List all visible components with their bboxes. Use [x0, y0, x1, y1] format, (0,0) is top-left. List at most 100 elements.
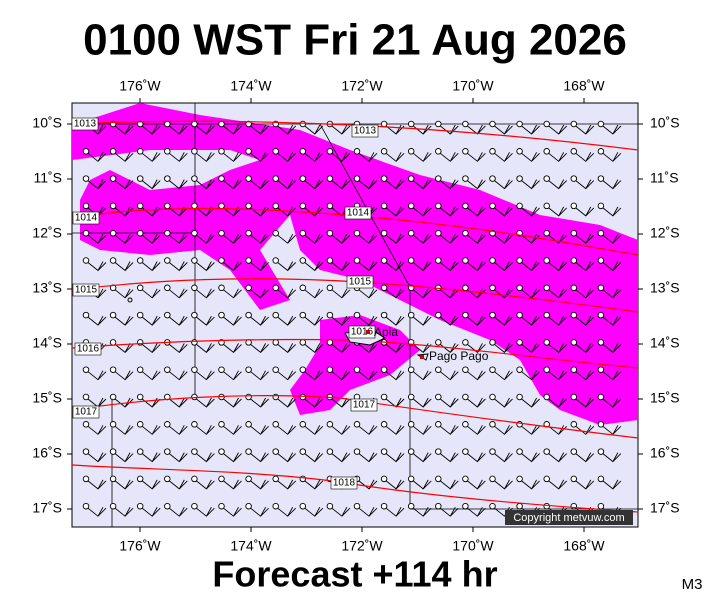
barb-shaft: [548, 288, 568, 299]
barb-shaft: [331, 233, 351, 244]
barb-station: [326, 284, 334, 292]
barb-shaft: [304, 315, 324, 326]
wind-barb: [164, 175, 188, 190]
barb-shaft: [494, 343, 513, 354]
lat-label: 10˚S: [650, 115, 680, 131]
barb-station: [109, 502, 117, 510]
barb-station: [462, 502, 469, 510]
barb-station: [597, 339, 605, 346]
barb-station: [407, 448, 415, 455]
barb-station: [435, 421, 442, 428]
wind-barb: [164, 448, 188, 463]
barb-station: [597, 421, 605, 428]
wind-barb: [353, 229, 378, 244]
wind-barb: [407, 475, 432, 490]
place-marker: [420, 355, 424, 359]
barb-shaft: [602, 152, 622, 162]
wind-barb: [489, 284, 513, 299]
barb-station: [516, 502, 523, 510]
barb-shaft: [331, 506, 351, 517]
wind-barb: [164, 475, 188, 490]
isobar-label: 1018: [333, 478, 356, 489]
wind-barb: [435, 120, 459, 135]
lon-label: 174˚W: [230, 538, 272, 554]
barb-shaft: [412, 233, 432, 244]
barb-shaft: [304, 288, 324, 299]
barb-station: [299, 202, 307, 210]
wind-barb: [299, 339, 324, 354]
barb-station: [82, 175, 90, 182]
wind-barb: [245, 284, 269, 299]
barb-shaft: [494, 288, 513, 299]
wind-barb: [191, 393, 215, 408]
barb-shaft: [521, 343, 540, 354]
barb-station: [407, 421, 415, 428]
wind-barb: [109, 175, 134, 190]
wind-barb: [407, 339, 432, 354]
wind-barb: [326, 175, 351, 190]
barb-station: [353, 502, 361, 510]
wind-barb: [380, 393, 405, 408]
barb-shaft: [575, 315, 595, 326]
barb-station: [353, 148, 361, 155]
barb-shaft: [412, 343, 432, 354]
wind-barb: [272, 311, 297, 326]
barb-shaft: [521, 397, 540, 408]
wind-barb: [109, 366, 134, 381]
barb-shaft: [250, 479, 269, 490]
barb-station: [326, 229, 334, 237]
barb-shaft: [494, 124, 513, 135]
barb-station: [462, 339, 469, 346]
barb-shaft: [575, 261, 595, 272]
barb-shaft: [114, 425, 134, 435]
barb-station: [164, 148, 171, 155]
barb-station: [543, 311, 550, 319]
barb-station: [218, 448, 225, 455]
barb-shaft: [521, 152, 540, 162]
wind-barb: [82, 148, 107, 162]
barb-shaft: [223, 179, 242, 190]
barb-station: [435, 366, 442, 373]
wind-barb: [82, 366, 107, 381]
isobar-label-box: [344, 206, 372, 220]
wind-barb: [489, 339, 513, 354]
barb-station: [597, 366, 605, 373]
lon-label: 176˚W: [119, 538, 161, 554]
barb-shaft: [602, 315, 622, 326]
barb-station: [136, 284, 144, 292]
barb-station: [299, 366, 307, 373]
wind-barb: [218, 257, 242, 272]
wind-barb: [245, 175, 269, 190]
wind-barb: [435, 475, 459, 490]
wind-barb: [570, 311, 595, 326]
wind-barb: [543, 393, 568, 408]
barb-shaft: [223, 288, 242, 299]
barb-shaft: [521, 315, 540, 326]
wind-barb: [570, 257, 595, 272]
wind-barb: [191, 257, 215, 272]
barb-shaft: [440, 370, 459, 381]
barb-station: [570, 339, 578, 346]
wind-barb: [380, 421, 405, 435]
barb-shaft: [304, 506, 324, 517]
barb-station: [597, 202, 605, 210]
wind-barb: [407, 421, 432, 435]
wind-barb: [299, 229, 324, 244]
wind-barb: [299, 284, 324, 299]
barb-station: [462, 393, 469, 401]
isobar-label-box: [72, 405, 100, 419]
wind-barb: [462, 148, 486, 162]
wind-barb: [109, 475, 134, 490]
wind-barb: [326, 229, 351, 244]
wind-barb: [516, 148, 540, 162]
wind-barb: [570, 120, 595, 135]
wind-barb: [543, 339, 568, 354]
barb-station: [299, 229, 307, 237]
barb-shaft: [331, 124, 351, 135]
barb-shaft: [223, 124, 242, 135]
wind-barb: [380, 502, 405, 517]
lat-label: 16˚S: [650, 445, 680, 461]
barb-shaft: [494, 479, 513, 490]
barb-shaft: [494, 425, 513, 435]
wind-barb: [109, 339, 134, 354]
